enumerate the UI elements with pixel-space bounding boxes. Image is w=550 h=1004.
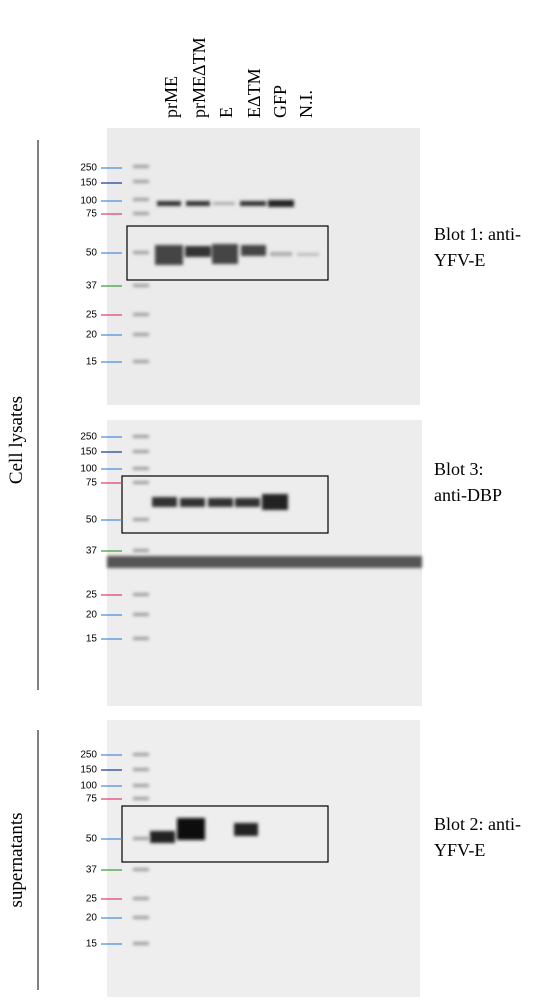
marker-label: 15 <box>86 357 98 368</box>
marker-label: 20 <box>86 330 98 341</box>
highlight-box <box>121 805 329 863</box>
blot-membrane <box>107 720 420 997</box>
marker-label: 150 <box>80 447 97 458</box>
blot-membrane <box>107 128 420 405</box>
marker-label: 50 <box>86 248 98 259</box>
marker-label: 100 <box>80 781 97 792</box>
lane-label: prMEΔTM <box>189 37 209 118</box>
lane-label: EΔTM <box>244 68 264 118</box>
marker-label: 250 <box>80 163 97 174</box>
bands <box>107 165 422 945</box>
marker-label: 15 <box>86 939 98 950</box>
highlight-box <box>126 225 329 281</box>
highlight-box <box>121 475 329 534</box>
marker-label: 37 <box>86 281 98 292</box>
marker-label: 75 <box>86 794 98 805</box>
lane-label: GFP <box>270 85 290 118</box>
marker-label: 20 <box>86 913 98 924</box>
marker-label: 150 <box>80 178 97 189</box>
blot-label: YFV-E <box>434 250 485 270</box>
side-label: supernatants <box>6 813 27 908</box>
marker-label: 100 <box>80 196 97 207</box>
marker-label: 25 <box>86 310 98 321</box>
marker-label: 20 <box>86 610 98 621</box>
lane-label: N.I. <box>296 90 316 118</box>
marker-label: 75 <box>86 478 98 489</box>
marker-label: 75 <box>86 209 98 220</box>
marker-label: 250 <box>80 750 97 761</box>
lane-label: E <box>216 107 236 118</box>
marker-label: 250 <box>80 432 97 443</box>
marker-label: 50 <box>86 515 98 526</box>
blot-label: Blot 2: anti- <box>434 814 521 834</box>
blot-label: Blot 1: anti- <box>434 224 521 244</box>
marker-label: 25 <box>86 894 98 905</box>
marker-label: 25 <box>86 590 98 601</box>
marker-label: 37 <box>86 546 98 557</box>
side-label: Cell lysates <box>6 396 27 484</box>
marker-label: 15 <box>86 634 98 645</box>
blot-label: anti-DBP <box>434 485 502 505</box>
marker-label: 50 <box>86 834 98 845</box>
lane-label: prME <box>161 76 181 118</box>
marker-label: 37 <box>86 865 98 876</box>
blot-label: YFV-E <box>434 840 485 860</box>
blot-label: Blot 3: <box>434 459 484 479</box>
marker-label: 100 <box>80 464 97 475</box>
marker-label: 150 <box>80 765 97 776</box>
